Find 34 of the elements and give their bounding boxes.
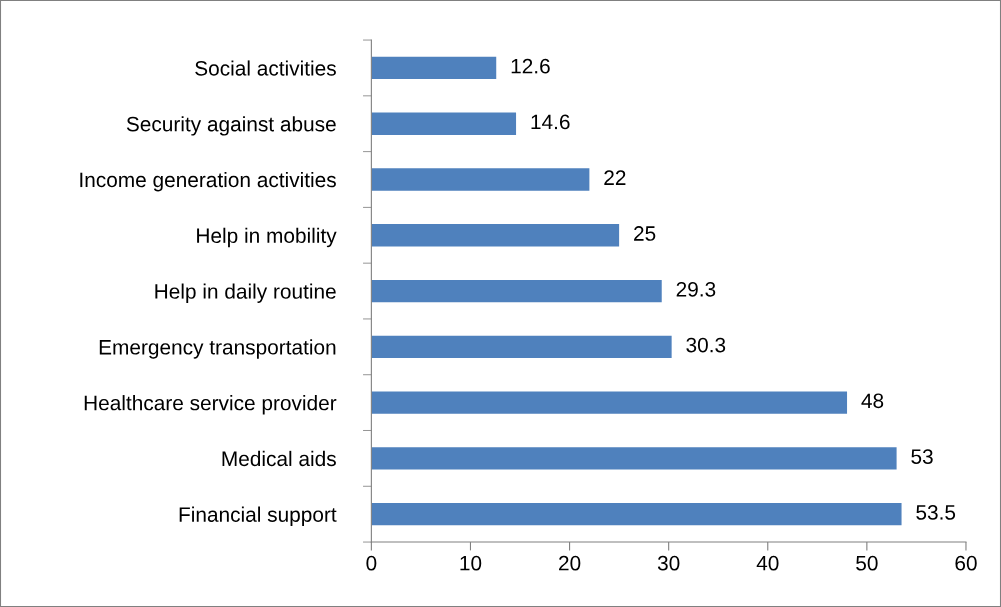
bar: [371, 335, 672, 358]
y-tick-label: Healthcare service provider: [84, 395, 337, 415]
x-tick-label: 20: [559, 555, 581, 571]
data-label: 25: [634, 226, 656, 241]
bar: [371, 391, 848, 414]
bar: [371, 279, 662, 303]
bar: [371, 56, 497, 80]
x-tick-label: 10: [460, 555, 482, 571]
y-tick-label: Medical aids: [222, 450, 336, 467]
data-label: 12.6: [511, 58, 550, 74]
x-tick-label: 30: [657, 555, 680, 571]
bar: [371, 112, 517, 135]
y-tick-label: Security against abuse: [126, 116, 336, 136]
y-tick-label: Social activities: [195, 60, 336, 76]
bar: [371, 168, 590, 191]
data-label: 30.3: [686, 337, 726, 353]
x-tick-label: 0: [366, 555, 377, 571]
y-tick-label: Help in mobility: [197, 227, 337, 248]
x-tick-label: 40: [756, 555, 779, 571]
y-tick-label: Emergency transportation: [99, 339, 336, 359]
bar: [371, 224, 620, 247]
data-label: 53: [911, 449, 933, 464]
x-tick-label: 50: [856, 555, 878, 571]
bar: [371, 503, 902, 526]
bar: [371, 447, 897, 470]
data-label: 22: [604, 170, 626, 185]
data-label: 48: [861, 393, 884, 409]
x-tick-label: 60: [955, 555, 977, 571]
data-label: 53.5: [916, 505, 956, 520]
data-label: 29.3: [676, 281, 716, 297]
y-tick-label: Financial support: [179, 506, 337, 527]
y-tick-label: Income generation activities: [80, 171, 336, 192]
data-label: 14.6: [531, 114, 570, 130]
y-tick-label: Help in daily routine: [155, 283, 336, 303]
